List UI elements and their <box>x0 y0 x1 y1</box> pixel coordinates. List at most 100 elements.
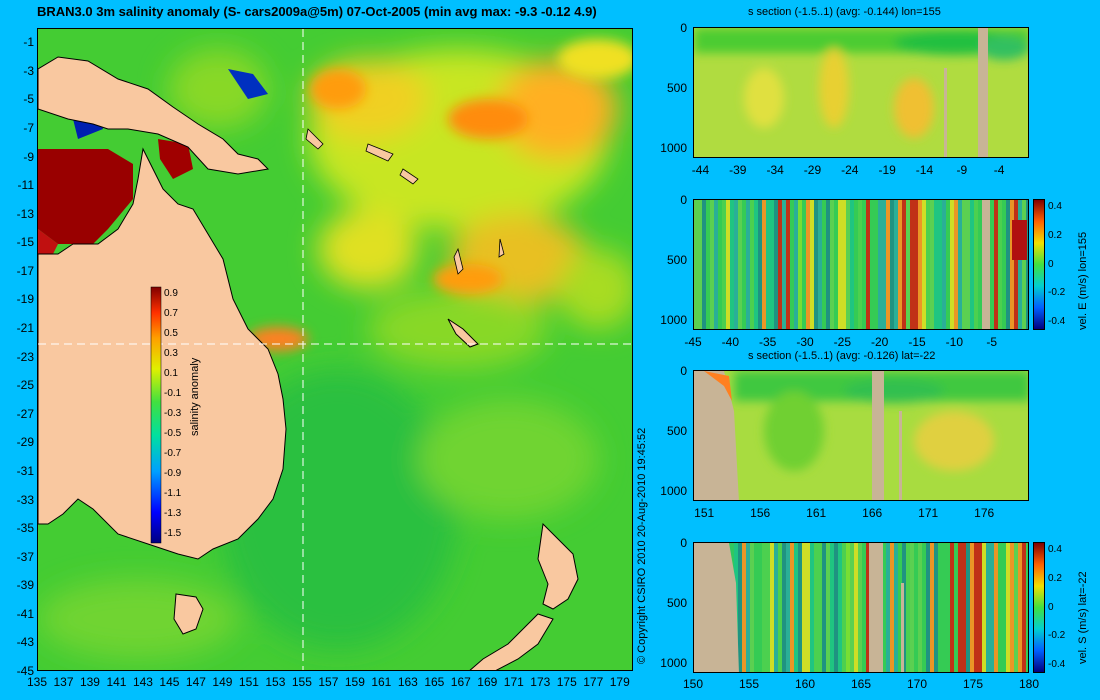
panel-x-tick: -9 <box>956 163 968 177</box>
map-y-tick: -5 <box>23 92 34 107</box>
panel3-title: s section (-1.5..1) (avg: -0.126) lat=-2… <box>748 350 936 362</box>
map-y-tick: -9 <box>23 149 34 164</box>
panel-x-tick: 156 <box>750 506 771 520</box>
colorbar-tick: -1.1 <box>164 488 182 499</box>
panel-x-tick: 160 <box>794 677 816 691</box>
panel-x-tick: 165 <box>850 677 872 691</box>
map-x-tick: 163 <box>397 675 418 689</box>
colorbar <box>150 286 162 544</box>
map-x-tick: 167 <box>450 675 471 689</box>
panel-x-tick: 180 <box>1018 677 1040 691</box>
panel-x-tick: 171 <box>918 506 939 520</box>
velocity-colorbar-tick: -0.2 <box>1048 630 1066 642</box>
colorbar-tick: -1.3 <box>164 508 182 519</box>
map-x-tick: 137 <box>53 675 74 689</box>
section-panel-lon-velocity[interactable] <box>693 199 1029 330</box>
panel-x-tick: 175 <box>962 677 984 691</box>
map-x-tick: 175 <box>556 675 577 689</box>
velocity-colorbar-tick: 0 <box>1048 258 1054 270</box>
velocity-colorbar-tick: 0.4 <box>1048 201 1062 212</box>
colorbar-tick: -0.5 <box>164 428 182 439</box>
map-y-tick: -27 <box>16 406 34 421</box>
panel4-side-label: vel. S (m/s) lat=-22 <box>1077 571 1089 664</box>
map-y-tick: -23 <box>16 349 34 364</box>
velocity-colorbar-tick: -0.2 <box>1048 287 1066 299</box>
map-y-tick: -1 <box>23 35 34 50</box>
salinity-map[interactable] <box>37 28 633 671</box>
map-x-tick: 149 <box>212 675 233 689</box>
salinity-map-svg <box>38 29 632 670</box>
panel-x-tick: -35 <box>758 335 777 349</box>
velocity-colorbar-tick: 0.2 <box>1048 572 1062 584</box>
map-y-tick: -7 <box>23 121 34 136</box>
map-x-tick: 161 <box>371 675 392 689</box>
map-x-tick: 171 <box>503 675 524 689</box>
panel-x-tick: 170 <box>906 677 928 691</box>
section-panel-lat-salinity[interactable] <box>693 370 1029 501</box>
map-y-tick: -35 <box>16 521 34 536</box>
map-y-tick: -15 <box>16 235 34 250</box>
map-x-tick: 165 <box>424 675 445 689</box>
colorbar-tick: -0.3 <box>164 408 182 419</box>
copyright-text: © Copyright CSIRO 2010 20-Aug-2010 19:45… <box>636 427 648 664</box>
panel-x-tick: -25 <box>833 335 851 349</box>
map-y-tick: -37 <box>16 549 34 564</box>
map-y-tick: -3 <box>23 63 34 78</box>
map-x-tick: 179 <box>609 675 630 689</box>
panel-x-tick: 166 <box>862 506 883 520</box>
panel-x-tick: -14 <box>915 163 934 177</box>
map-x-tick: 153 <box>265 675 286 689</box>
map-y-tick: -21 <box>16 321 34 336</box>
panel-x-tick: -4 <box>993 163 1005 177</box>
velocity-colorbar-tick: -0.4 <box>1048 659 1066 670</box>
colorbar-label: salinity anomaly <box>189 357 201 436</box>
map-y-tick: -43 <box>16 635 34 650</box>
velocity-colorbar-tick: 0.4 <box>1048 544 1062 555</box>
panel-x-tick: 151 <box>694 506 715 520</box>
section-panel-lon-salinity[interactable] <box>693 27 1029 158</box>
section-panel-lat-velocity[interactable] <box>693 542 1029 673</box>
panel-x-tick: -19 <box>878 163 896 177</box>
map-x-tick: 157 <box>318 675 339 689</box>
map-x-tick: 169 <box>477 675 498 689</box>
panel-x-tick: -5 <box>986 335 997 349</box>
map-y-tick: -25 <box>16 378 34 393</box>
map-x-tick: 141 <box>106 675 127 689</box>
panel-x-tick: -29 <box>803 163 822 177</box>
map-x-tick: 151 <box>238 675 259 689</box>
map-y-tick: -17 <box>16 263 34 278</box>
landmass <box>38 56 579 670</box>
panel-x-tick: -40 <box>721 335 739 349</box>
velocity-colorbar-tick: -0.4 <box>1048 316 1066 327</box>
map-y-tick: -31 <box>16 463 34 478</box>
panel-x-tick: -44 <box>691 163 710 177</box>
map-x-tick: 155 <box>291 675 312 689</box>
map-x-tick: 135 <box>26 675 48 689</box>
map-x-tick: 139 <box>79 675 100 689</box>
velocity-colorbar-tick: 0 <box>1048 601 1054 613</box>
panel-x-tick: -45 <box>684 335 702 349</box>
map-y-tick: -13 <box>16 206 34 221</box>
map-y-tick: -39 <box>16 578 34 593</box>
panel-x-tick: -39 <box>729 163 747 177</box>
map-title: BRAN3.0 3m salinity anomaly (S- cars2009… <box>37 4 597 19</box>
colorbar-tick: -0.9 <box>164 468 182 479</box>
panel-x-tick: -34 <box>766 163 784 177</box>
map-y-tick: -33 <box>16 492 34 507</box>
panel-x-tick: -30 <box>796 335 814 349</box>
map-x-tick: 143 <box>132 675 153 689</box>
panel-x-tick: 150 <box>682 677 704 691</box>
panel-x-tick: -10 <box>945 335 963 349</box>
colorbar-tick: 0.5 <box>164 328 178 339</box>
velocity-colorbar-lon <box>1033 199 1045 330</box>
map-x-tick: 177 <box>583 675 604 689</box>
panel1-title: s section (-1.5..1) (avg: -0.144) lon=15… <box>748 6 941 18</box>
panel-x-tick: 161 <box>806 506 827 520</box>
colorbar-tick: -0.1 <box>164 388 182 399</box>
map-y-tick: -41 <box>16 606 34 621</box>
panel-x-tick: -15 <box>908 335 926 349</box>
map-x-tick: 147 <box>185 675 206 689</box>
panel-x-tick: -24 <box>841 163 859 177</box>
velocity-colorbar-tick: 0.2 <box>1048 229 1062 241</box>
colorbar-tick: 0.9 <box>164 288 178 299</box>
